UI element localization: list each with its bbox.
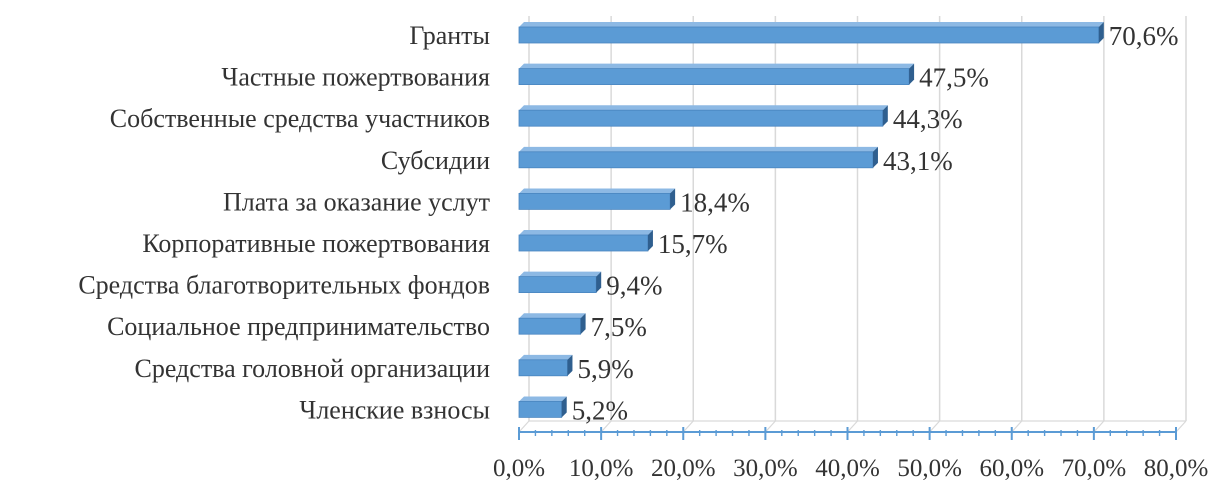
x-tick-label: 30,0% xyxy=(733,455,798,482)
category-label: Гранты xyxy=(409,21,490,50)
bar xyxy=(519,396,567,417)
x-tick-label: 50,0% xyxy=(897,455,962,482)
category-label: Средства благотворительных фондов xyxy=(78,271,490,300)
bar xyxy=(519,22,1104,43)
bar xyxy=(519,188,675,209)
floor-gridline xyxy=(683,421,693,432)
category-label: Собственные средства участников xyxy=(110,104,490,133)
data-label: 5,2% xyxy=(572,395,628,425)
bar-front-face xyxy=(519,27,1099,43)
bar-front-face xyxy=(519,110,883,126)
bar-top-face xyxy=(519,272,601,277)
floor-gridline xyxy=(930,421,940,432)
bar-front-face xyxy=(519,318,581,334)
bar-front-face xyxy=(519,360,567,376)
x-tick-label: 0,0% xyxy=(493,455,545,482)
data-label: 9,4% xyxy=(606,271,662,301)
bar-top-face xyxy=(519,64,914,69)
bar-top-face xyxy=(519,105,888,110)
data-label: 15,7% xyxy=(658,229,728,259)
category-label: Частные пожертвования xyxy=(221,63,490,92)
category-label: Субсидии xyxy=(381,146,490,175)
data-label: 5,9% xyxy=(577,354,633,384)
bar xyxy=(519,355,572,376)
category-label: Членские взносы xyxy=(299,395,490,424)
floor-gridline xyxy=(1094,421,1104,432)
category-label: Социальное предпринимательство xyxy=(107,312,490,341)
category-label: Корпоративные пожертвования xyxy=(142,229,490,258)
bar-front-face xyxy=(519,152,873,168)
floor-gridline xyxy=(1012,421,1022,432)
data-label: 18,4% xyxy=(680,187,750,217)
bar-top-face xyxy=(519,230,653,235)
bar xyxy=(519,230,653,251)
bar-front-face xyxy=(519,401,562,417)
bar-top-face xyxy=(519,396,567,401)
bar xyxy=(519,105,888,126)
x-tick-label: 60,0% xyxy=(979,455,1044,482)
bar-top-face xyxy=(519,313,586,318)
bar-top-face xyxy=(519,355,572,360)
bar-top-face xyxy=(519,22,1104,27)
x-tick-label: 40,0% xyxy=(815,455,880,482)
bar xyxy=(519,64,914,85)
x-axis: 0,0% 10,0% 20,0% 30,0% 40,0% 50,0% 60,0% 70,0% 8… xyxy=(493,427,1208,482)
data-label: 47,5% xyxy=(919,63,989,93)
bar-front-face xyxy=(519,193,670,209)
data-label: 7,5% xyxy=(591,312,647,342)
bar-top-face xyxy=(519,188,675,193)
x-tick-label: 70,0% xyxy=(1062,455,1127,482)
floor-gridline xyxy=(765,421,775,432)
data-label: 43,1% xyxy=(883,146,953,176)
bar xyxy=(519,272,601,293)
floor-gridline xyxy=(848,421,858,432)
category-label: Плата за оказание услут xyxy=(223,187,490,216)
floor-gridline xyxy=(1176,421,1186,432)
bar-top-face xyxy=(519,147,878,152)
data-label: 70,6% xyxy=(1109,21,1179,51)
category-label: Средства головной организации xyxy=(135,354,491,383)
x-tick-label: 20,0% xyxy=(651,455,716,482)
bar-front-face xyxy=(519,235,648,251)
bar xyxy=(519,313,586,334)
x-tick-label: 80,0% xyxy=(1144,455,1209,482)
bar xyxy=(519,147,878,168)
floor-gridline xyxy=(519,421,529,432)
category-labels: Гранты Частные пожертвования Собственные с… xyxy=(78,21,490,424)
data-label: 44,3% xyxy=(893,104,963,134)
bar-front-face xyxy=(519,69,909,85)
bar-front-face xyxy=(519,277,596,293)
x-tick-label: 10,0% xyxy=(569,455,634,482)
